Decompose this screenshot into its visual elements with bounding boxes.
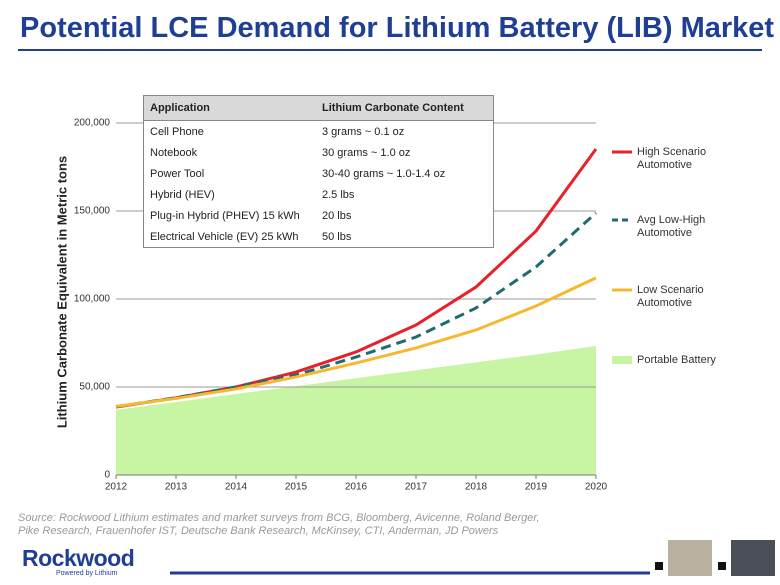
title: Potential LCE Demand for Lithium Battery… <box>20 12 775 44</box>
y-tick-label: 50,000 <box>79 382 110 393</box>
table-cell: Power Tool <box>150 167 205 180</box>
table-row: Hybrid (HEV) 2.5 lbs <box>144 184 494 205</box>
area <box>116 345 596 475</box>
table-cell: 20 lbs <box>322 209 352 222</box>
x-tick-label: 2015 <box>285 482 308 493</box>
footer-image <box>668 540 712 576</box>
table-cell: 2.5 lbs <box>322 188 355 201</box>
table-cell: Plug-in Hybrid (PHEV) 15 kWh <box>150 209 300 222</box>
legend-entry: Low Scenario Automotive <box>637 284 704 309</box>
x-tick-label: 2013 <box>165 482 188 493</box>
footer-square <box>655 562 663 570</box>
legend-entry: Avg Low-High Automotive <box>637 214 706 239</box>
x-tick-label: 2020 <box>585 482 608 493</box>
table-cell: Electrical Vehicle (EV) 25 kWh <box>150 230 299 243</box>
table-cell: 30-40 grams ~ 1.0-1.4 oz <box>322 167 446 180</box>
table-row: Notebook 30 grams ~ 1.0 oz <box>144 142 494 163</box>
x-tick-label: 2012 <box>105 482 128 493</box>
y-axis-label: Lithium Carbonate Equivalent in Metric t… <box>54 155 70 429</box>
legend-entry: Portable Battery <box>637 354 716 366</box>
logo: Rockwood <box>22 545 135 571</box>
x-tick-label: 2014 <box>225 482 248 493</box>
table-row: Power Tool 30-40 grams ~ 1.0-1.4 oz <box>144 163 494 184</box>
table-cell: 30 grams ~ 1.0 oz <box>322 146 411 159</box>
table-cell: 3 grams ~ 0.1 oz <box>322 125 405 138</box>
x-tick-label: 2017 <box>405 482 428 493</box>
table-cell: Cell Phone <box>150 125 204 138</box>
legend-swatch <box>612 356 632 364</box>
table-cell: Notebook <box>150 146 198 159</box>
source-line: Pike Research, Frauenhofer IST, Deutsche… <box>18 525 499 537</box>
table-row: Plug-in Hybrid (PHEV) 15 kWh 20 lbs <box>144 205 494 226</box>
y-tick-label: 100,000 <box>74 294 111 305</box>
table-header: Application <box>143 95 316 121</box>
logo-tagline: Powered by Lithium <box>56 570 118 577</box>
table-header: Lithium Carbonate Content <box>316 95 494 121</box>
table-row: Cell Phone 3 grams ~ 0.1 oz <box>144 121 494 143</box>
source-line: Source: Rockwood Lithium estimates and m… <box>18 512 540 524</box>
footer-square <box>718 562 726 570</box>
legend-entry: High Scenario Automotive <box>637 146 707 171</box>
source: Source: Rockwood Lithium estimates and m… <box>18 512 540 538</box>
table-row: Electrical Vehicle (EV) 25 kWh 50 lbs <box>144 226 494 248</box>
table-cell: 50 lbs <box>322 230 352 243</box>
x-tick-label: 2016 <box>345 482 368 493</box>
y-tick-label: 0 <box>104 470 110 481</box>
table-cell: Hybrid (HEV) <box>150 188 215 201</box>
content-table: Application Lithium Carbonate Content Ce… <box>143 95 494 248</box>
footer-image <box>731 540 775 576</box>
y-tick-label: 150,000 <box>74 206 111 217</box>
line <box>115 276 597 408</box>
x-tick-label: 2018 <box>465 482 488 493</box>
y-tick-label: 200,000 <box>74 118 111 129</box>
x-tick-label: 2019 <box>525 482 548 493</box>
